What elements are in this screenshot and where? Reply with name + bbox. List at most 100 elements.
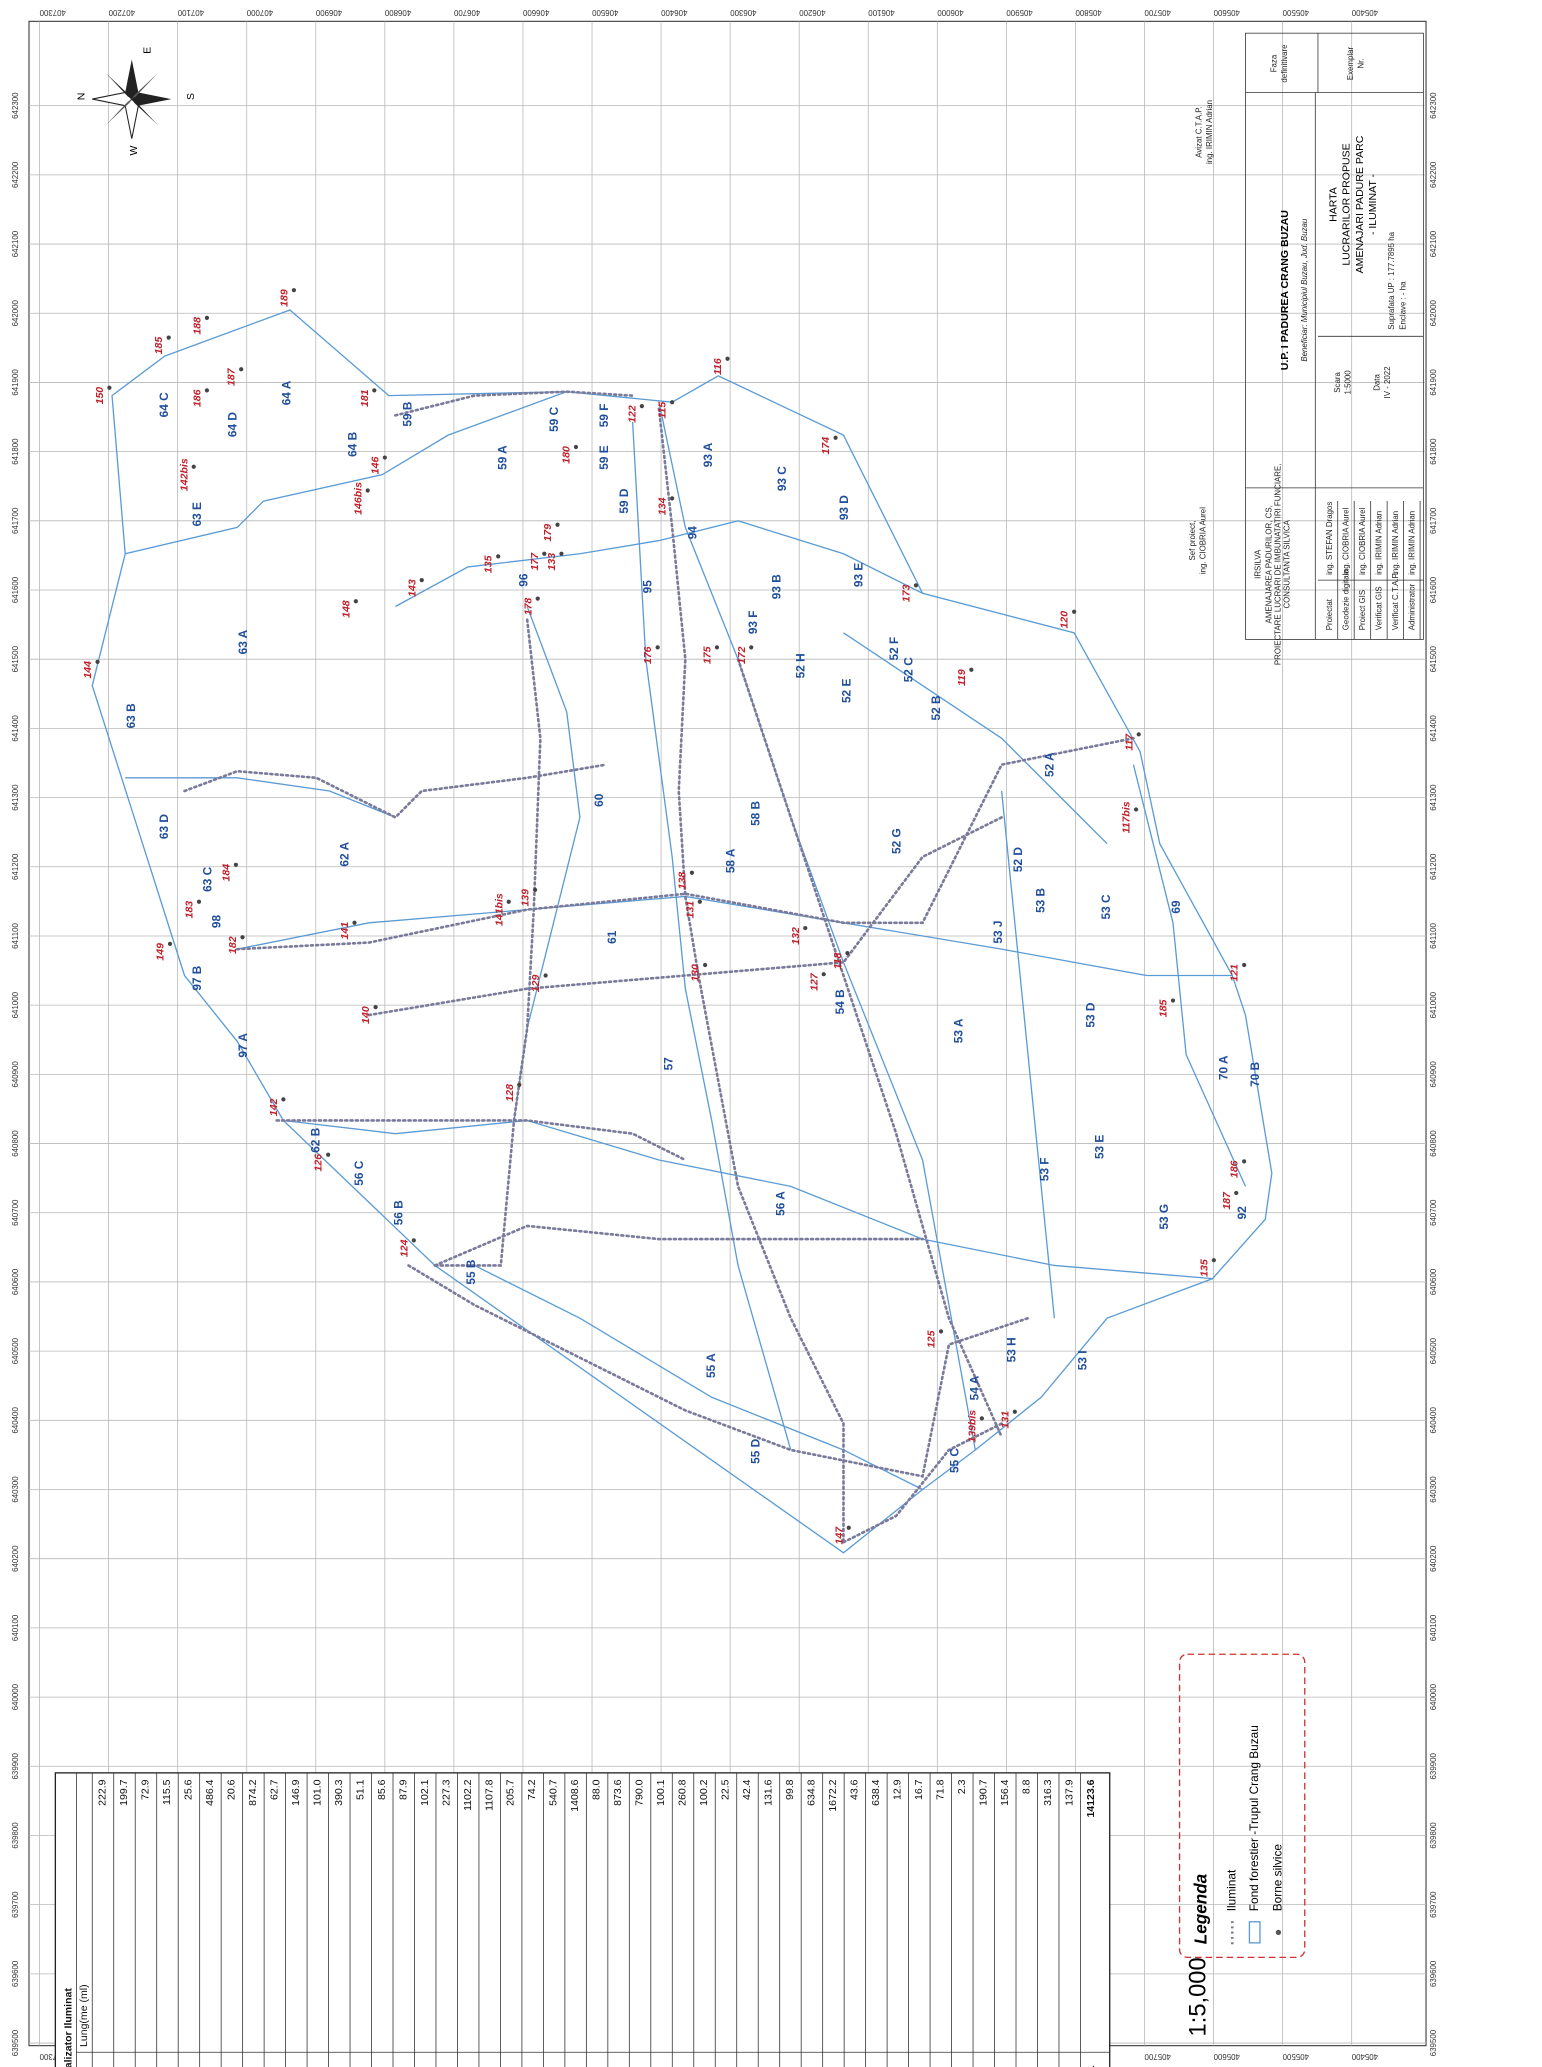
point-number: 187 [226,367,238,386]
y-coordinate: 640100 [1429,1614,1438,1641]
y-coordinate: 641400 [1429,715,1438,742]
table-length: 22.5 [720,1779,732,1800]
y-coordinate: 640800 [11,1130,20,1157]
parcel-label: 52 G [890,828,904,854]
y-coordinate: 640200 [11,1545,20,1572]
point-number: 117 [1123,733,1135,751]
point-number: 116 [712,358,724,375]
point-number: 142 [268,1098,280,1116]
table-length: 131.6 [763,1779,775,1805]
parcel-label: 59 B [401,401,415,426]
staff-name: ing. CIOBRIA Aurel [1341,508,1350,575]
parcel-label: 64 C [157,392,171,417]
lighting-route [433,1224,924,1267]
point-number: 121 [1229,964,1241,982]
table-total: 14123.6 [1085,1779,1097,1817]
company-line: AMENAJAREA PADURILOR, CS, [1264,505,1273,623]
table-length: 74.2 [526,1779,538,1800]
boundary-marker [107,385,112,390]
boundary-marker [845,950,850,956]
point-number: 128 [504,1084,516,1102]
staff-role: Administrator [1407,583,1416,630]
table-length: 101.0 [311,1779,323,1805]
copy: Nr. [1357,58,1366,68]
boundary-marker [326,1152,331,1157]
x-coordinate: 406600 [522,8,549,17]
point-number: 179 [542,524,554,542]
point-number: 124 [398,1239,410,1257]
y-coordinate: 640000 [11,1683,20,1710]
boundary-marker [1072,609,1077,614]
parcel-label: 63 C [200,866,214,891]
point-number: 186 [1229,1160,1241,1178]
parcel-label: 70 B [1248,1061,1262,1086]
parcel-label: 93 B [770,574,784,599]
y-coordinate: 640700 [1429,1199,1438,1226]
table-length: 390.3 [333,1779,345,1805]
boundary-marker [532,887,538,892]
y-coordinate: 641200 [1429,853,1438,880]
boundary-marker [670,400,675,405]
table-length: 260.8 [677,1779,689,1805]
staff-role: Proiectat [1325,598,1334,630]
parcel-label: 63 A [236,629,250,654]
table-length: 1102.2 [462,1779,474,1811]
table-length: 100.1 [655,1779,667,1805]
y-coordinate: 640500 [1429,1337,1438,1364]
company: IRSILVA [1254,549,1263,579]
forest-boundary [91,309,1273,1554]
lighting-route [183,763,608,819]
map-title: - ILUMINAT - [1367,173,1379,235]
parcel-label: 64 D [225,412,239,437]
x-coordinate: 405700 [1144,8,1171,17]
parcel-label: 58 B [749,800,763,825]
y-coordinate: 642200 [11,161,20,188]
point-number: 117bis [1121,801,1133,833]
staff-role: Geodezie digitala [1341,569,1350,631]
chief-label: Sef proiect, [1188,521,1197,561]
parcel-label: 59 C [547,406,561,431]
compass-s: S [185,93,197,100]
parcel-label: 59 E [597,445,611,469]
table-frame [54,1772,1111,2067]
point-number: 134 [657,497,669,515]
point-number: 149 [155,943,167,961]
point-number: 148 [340,600,352,618]
table-length: 199.7 [118,1779,130,1805]
point-number: 140 [360,1006,372,1024]
boundary-marker [233,862,239,867]
boundary-marker [697,899,702,904]
parcel-label: 58 A [724,848,738,873]
table-length: 16.7 [913,1779,925,1800]
parcel-line [125,777,396,818]
point-number: 130 [690,964,702,982]
boundary-marker [702,962,708,968]
y-coordinate: 641300 [1429,784,1438,811]
point-number: 150 [94,387,106,405]
lighting-route [394,390,634,417]
enclaves: Enclave : - ha [1399,281,1408,330]
parcel-label: 54 B [833,989,847,1014]
boundary-marker [535,596,540,601]
parcel-label: 55 D [749,1438,763,1463]
y-coordinate: 640900 [1429,1061,1438,1088]
point-number: 146bis [352,482,364,515]
point-number: 122 [626,405,638,423]
y-coordinate: 640600 [11,1268,20,1295]
boundary-marker [725,356,730,361]
x-coordinate: 407100 [177,8,204,17]
boundary-marker [373,1005,378,1010]
parcel-label: 97 B [190,965,204,990]
parcel-line [513,606,581,1121]
scale-text: 1:5,000 [1186,1957,1212,2036]
parcel-label: 93 D [837,495,851,520]
point-number: 139bis [966,1410,978,1443]
y-coordinate: 639800 [1429,1822,1438,1849]
boundary-marker [670,496,675,501]
chief-name: ing. CIOBRIA Aurel [1198,507,1207,574]
x-coordinate: 406800 [384,8,411,17]
lighting-route [842,1422,1003,1544]
y-coordinate: 641700 [1429,507,1438,534]
table-length: 227.3 [440,1779,452,1805]
